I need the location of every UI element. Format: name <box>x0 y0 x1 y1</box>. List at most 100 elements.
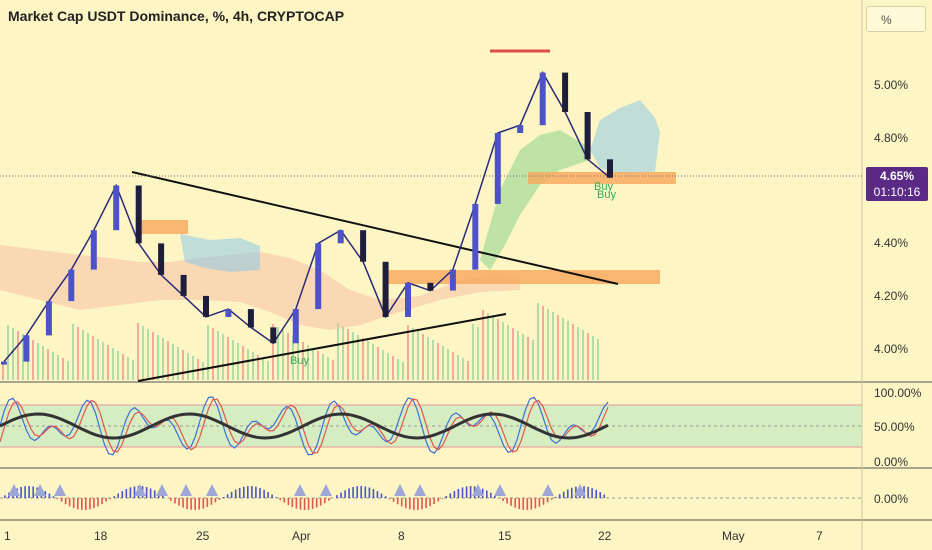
current-price-badge: 4.65% 01:10:16 <box>866 167 928 201</box>
osc2-bar-74 <box>299 498 302 510</box>
volume-bar-9 <box>47 349 49 380</box>
volume-bar-104 <box>522 334 524 380</box>
osc2-bar-120 <box>486 490 488 498</box>
osc2-triangle-4 <box>156 484 168 496</box>
osc2-bar-26 <box>105 498 107 502</box>
volume-bar-71 <box>357 335 359 380</box>
volume-bar-58 <box>292 336 294 380</box>
volume-bar-10 <box>52 352 54 380</box>
osc2-triangle-9 <box>394 484 406 496</box>
osc2-bar-53 <box>214 498 217 503</box>
osc2-triangles <box>8 484 586 496</box>
volume-bar-79 <box>397 359 399 380</box>
osc2-bar-75 <box>303 498 306 510</box>
time-tick-18: 18 <box>94 529 108 543</box>
volume-bar-23 <box>117 351 119 380</box>
volume-bar-11 <box>57 355 59 380</box>
volume-bar-100 <box>502 322 504 380</box>
candle-15 <box>337 230 344 244</box>
osc2-tick-0: 0.00% <box>874 492 908 506</box>
volume-bar-116 <box>582 330 584 380</box>
osc1-tick-0: 0.00% <box>874 455 908 469</box>
osc2-bar-138 <box>558 494 561 498</box>
volume-bar-93 <box>467 361 469 380</box>
osc2-bar-40 <box>162 495 164 498</box>
volume-bar-63 <box>317 351 319 380</box>
osc2-histogram <box>4 486 605 510</box>
volume-bar-86 <box>432 340 434 380</box>
osc2-bar-56 <box>226 494 229 498</box>
osc2-bar-25 <box>101 498 103 505</box>
osc2-bar-78 <box>315 498 318 508</box>
osc2-bar-72 <box>291 498 294 507</box>
osc2-bar-17 <box>68 498 71 507</box>
volume-bar-114 <box>572 324 574 380</box>
osc2-bar-105 <box>425 498 427 508</box>
volume-bar-106 <box>532 340 534 380</box>
osc2-bar-48 <box>194 498 196 510</box>
volume-bar-32 <box>162 338 164 380</box>
volume-bar-76 <box>382 350 384 380</box>
volume-bar-108 <box>542 306 544 380</box>
osc2-bar-111 <box>449 493 452 498</box>
price-tick-5.00: 5.00% <box>874 78 908 92</box>
volume-bar-65 <box>327 357 329 380</box>
osc2-bar-134 <box>542 498 545 505</box>
volume-bar-54 <box>272 324 274 380</box>
volume-bar-3 <box>17 331 19 380</box>
volume-bar-40 <box>202 362 204 380</box>
volume-bar-83 <box>417 331 419 380</box>
volume-bar-60 <box>302 342 304 380</box>
volume-bar-105 <box>527 337 529 380</box>
volume-bar-111 <box>557 315 559 380</box>
osc2-bar-88 <box>356 486 358 498</box>
osc2-bar-119 <box>481 488 484 498</box>
volume-bar-90 <box>452 352 454 380</box>
price-tick-4.00: 4.00% <box>874 342 908 356</box>
candle-2 <box>45 301 52 336</box>
osc2-bar-32 <box>129 487 132 498</box>
osc2-bar-110 <box>445 496 448 498</box>
volume-bar-94 <box>472 324 474 380</box>
volume-bar-95 <box>477 327 479 380</box>
volume-bar-22 <box>112 348 114 380</box>
volume-bar-70 <box>352 332 354 380</box>
osc2-bar-135 <box>546 498 549 503</box>
osc2-bar-97 <box>392 498 395 502</box>
volume-bar-62 <box>312 348 314 380</box>
osc2-bar-96 <box>388 498 391 500</box>
volume-bar-80 <box>402 362 404 380</box>
volume-bar-7 <box>37 343 39 380</box>
time-tick-may: May <box>722 529 745 543</box>
volume-bar-84 <box>422 334 424 380</box>
volume-bar-24 <box>122 354 124 380</box>
osc2-bar-71 <box>287 498 290 505</box>
osc2-bar-146 <box>591 488 593 498</box>
volume-bar-109 <box>547 309 549 380</box>
osc2-bar-67 <box>271 494 273 498</box>
candle-6 <box>135 185 142 244</box>
volume-bar-43 <box>217 331 219 380</box>
osc2-bar-27 <box>109 498 111 499</box>
unit-selector[interactable]: % <box>866 6 926 32</box>
candle-22 <box>494 133 501 204</box>
candle-26 <box>584 112 591 160</box>
volume-bar-42 <box>212 328 214 380</box>
volume-bar-13 <box>67 361 69 380</box>
candle-0 <box>1 361 7 365</box>
osc2-triangle-0 <box>8 484 20 496</box>
osc2-bar-102 <box>413 498 415 510</box>
osc2-bar-84 <box>340 492 342 498</box>
volume-bar-27 <box>137 323 139 380</box>
price-tick-4.80: 4.80% <box>874 131 908 145</box>
candle-21 <box>472 203 479 270</box>
osc2-bar-101 <box>409 498 411 510</box>
osc2-bar-103 <box>417 498 419 510</box>
osc1-line-smooth <box>0 412 609 440</box>
volume-bar-12 <box>62 358 64 380</box>
osc2-bar-1 <box>4 495 6 498</box>
osc2-bar-106 <box>429 498 431 507</box>
osc2-bar-130 <box>526 498 529 510</box>
osc2-triangle-8 <box>320 484 332 496</box>
osc2-bar-42 <box>170 498 172 501</box>
